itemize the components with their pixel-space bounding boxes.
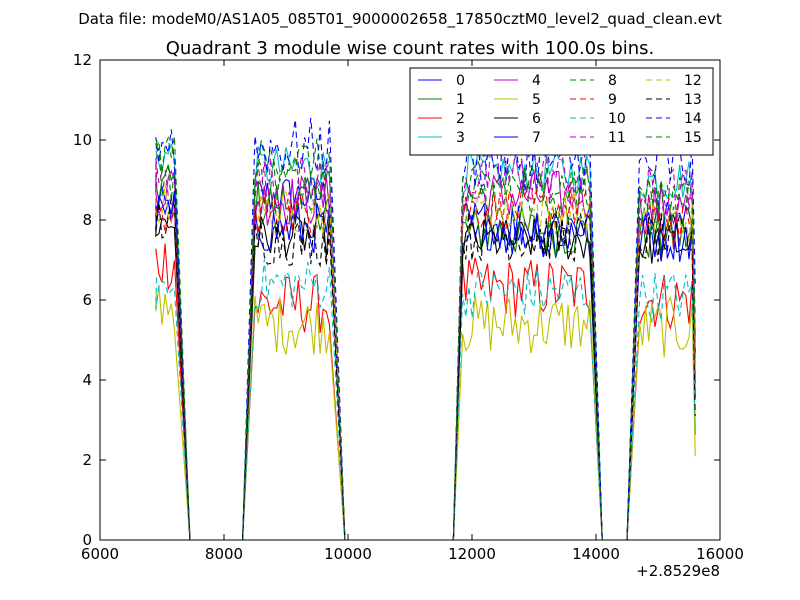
series-line-2 (155, 243, 696, 541)
series-line-10 (155, 258, 696, 541)
y-tick-label: 8 (82, 211, 92, 229)
y-tick-label: 12 (73, 51, 92, 69)
legend-label-5: 5 (532, 92, 541, 108)
series-line-3 (155, 143, 696, 541)
legend-label-6: 6 (532, 111, 541, 127)
series-layer (155, 117, 696, 541)
figure-suptitle: Data file: modeM0/AS1A05_085T01_90000026… (78, 10, 722, 29)
legend-label-4: 4 (532, 73, 541, 89)
legend-label-9: 9 (608, 92, 617, 108)
legend-label-11: 11 (608, 130, 626, 146)
x-tick-label: 16000 (696, 545, 744, 563)
legend-label-14: 14 (684, 111, 702, 127)
legend-label-2: 2 (456, 111, 465, 127)
legend-label-10: 10 (608, 111, 626, 127)
legend-label-13: 13 (684, 92, 702, 108)
x-tick-label: 14000 (572, 545, 620, 563)
legend-label-0: 0 (456, 73, 465, 89)
series-line-9 (155, 186, 696, 541)
series-line-11 (155, 146, 696, 541)
series-line-13 (155, 196, 696, 541)
series-line-8 (155, 147, 696, 541)
legend-label-8: 8 (608, 73, 617, 89)
y-tick-label: 0 (82, 531, 92, 549)
legend-label-15: 15 (684, 130, 702, 146)
series-line-4 (155, 169, 696, 541)
series-line-12 (155, 183, 696, 541)
series-line-15 (155, 135, 696, 541)
series-line-5 (155, 285, 696, 541)
legend-label-3: 3 (456, 130, 465, 146)
legend-label-1: 1 (456, 92, 465, 108)
legend-label-7: 7 (532, 130, 541, 146)
y-tick-label: 6 (82, 291, 92, 309)
x-axis-offset-label: +2.8529e8 (636, 562, 720, 580)
chart-title: Quadrant 3 module wise count rates with … (166, 38, 655, 59)
x-tick-label: 10000 (324, 545, 372, 563)
y-tick-label: 10 (73, 131, 92, 149)
x-tick-label: 12000 (448, 545, 496, 563)
y-tick-label: 4 (82, 371, 92, 389)
x-tick-label: 6000 (81, 545, 119, 563)
x-tick-label: 8000 (205, 545, 243, 563)
legend-box (409, 67, 714, 156)
y-tick-label: 2 (82, 451, 92, 469)
series-line-14 (155, 117, 696, 541)
legend-label-12: 12 (684, 73, 702, 89)
